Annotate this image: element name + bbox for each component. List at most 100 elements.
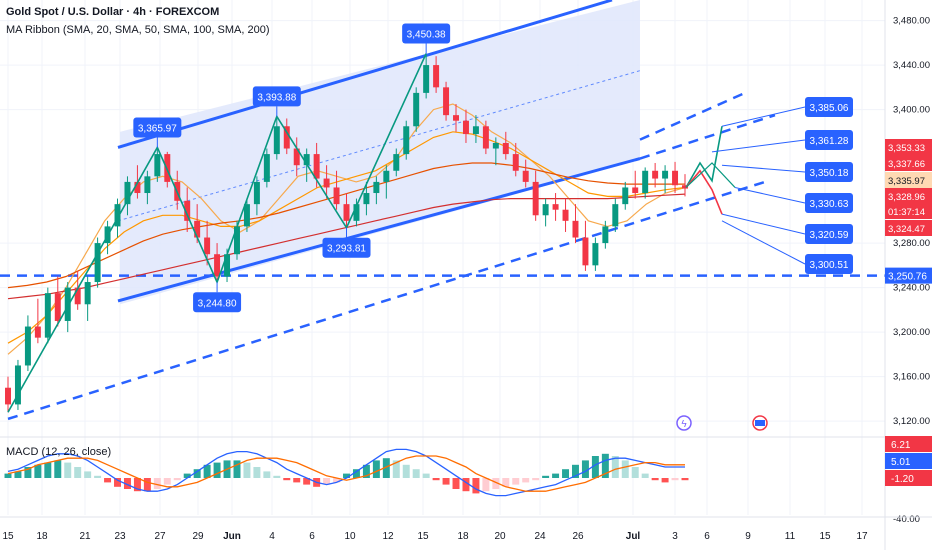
time-axis-tick: 23 xyxy=(114,531,126,542)
channel-upper-line xyxy=(117,0,613,149)
macd-histogram-bar xyxy=(601,453,609,478)
candle-body xyxy=(532,181,539,216)
price-badge xyxy=(885,220,932,236)
time-axis-tick: 18 xyxy=(457,531,469,542)
macd-histogram-bar xyxy=(422,473,430,478)
candle-body xyxy=(373,181,380,194)
candle-body xyxy=(24,326,31,366)
candle-body xyxy=(194,220,201,238)
macd-histogram-bar xyxy=(352,469,360,478)
time-axis-tick: 6 xyxy=(309,531,315,542)
macd-line xyxy=(7,448,685,497)
candle-body xyxy=(283,126,290,149)
zigzag-line xyxy=(7,53,427,413)
macd-histogram-bar xyxy=(641,473,649,478)
macd-histogram-bar xyxy=(343,473,350,478)
candle-body xyxy=(652,170,659,179)
time-axis-tick: 9 xyxy=(745,531,751,542)
target-label-box xyxy=(805,224,853,244)
channel-upper-extension xyxy=(639,91,746,141)
candle-body xyxy=(433,65,440,88)
target-connector xyxy=(721,213,806,235)
target-label-box xyxy=(805,130,853,150)
candle-body xyxy=(233,226,240,255)
candle-body xyxy=(323,178,330,188)
macd-histogram-bar xyxy=(412,469,420,478)
price-badge xyxy=(885,139,932,155)
price-badge-text: 3,328.96 xyxy=(888,192,925,203)
macd-histogram-bar xyxy=(133,478,141,492)
macd-axis-tick: -40.00 xyxy=(893,514,920,525)
candle-body xyxy=(184,200,191,221)
macd-histogram-bar xyxy=(442,478,450,485)
candle-body xyxy=(333,187,340,205)
projection-mid-path xyxy=(685,162,736,188)
candle-body xyxy=(54,293,61,321)
swing-label-text: 3,365.97 xyxy=(138,123,177,134)
ma-ribbon-label[interactable]: MA Ribbon (SMA, 20, SMA, 50, SMA, 100, S… xyxy=(6,24,270,36)
support-level-badge xyxy=(885,267,932,284)
candle-body xyxy=(303,154,310,166)
candle-body xyxy=(572,220,579,238)
candle-body xyxy=(682,185,688,189)
symbol-title: Gold Spot / U.S. Dollar · 4h · FOREXCOM xyxy=(6,6,220,18)
candle-body xyxy=(542,204,549,216)
macd-histogram-bar xyxy=(512,478,520,485)
support-level-badge-text: 3,250.76 xyxy=(888,272,927,283)
candle-body xyxy=(154,154,161,177)
macd-histogram-bar xyxy=(542,475,550,478)
time-axis-tick: 20 xyxy=(494,531,506,542)
time-axis-tick: 4 xyxy=(269,531,275,542)
macd-histogram-bar xyxy=(482,478,490,492)
candle-body xyxy=(423,65,430,93)
candle-body xyxy=(243,204,250,227)
macd-histogram-bar xyxy=(64,462,72,478)
candle-body xyxy=(632,187,639,194)
candle-body xyxy=(472,126,479,135)
ma-line-sma-50 xyxy=(7,131,686,344)
candles xyxy=(5,53,688,413)
macd-histogram-bar xyxy=(253,467,261,478)
price-axis-tick: 3,280.00 xyxy=(893,238,930,249)
macd-histogram-bar xyxy=(303,478,311,485)
macd-histogram-bar xyxy=(372,460,380,478)
time-axis-tick: 15 xyxy=(819,531,831,542)
time-axis-tick: Jul xyxy=(626,531,641,542)
swing-label-box xyxy=(193,292,242,313)
macd-histogram-bar xyxy=(452,478,460,489)
candle-body xyxy=(224,254,231,277)
macd-histogram-bar xyxy=(562,469,570,478)
swing-label-text: 3,393.88 xyxy=(257,92,296,103)
candle-body xyxy=(293,148,300,166)
candle-body xyxy=(413,92,420,127)
macd-histogram-bar xyxy=(532,478,540,481)
candle-body xyxy=(642,170,649,194)
macd-histogram-bar xyxy=(432,478,440,481)
price-badge-text: 3,353.33 xyxy=(888,143,925,154)
time-axis-tick: 15 xyxy=(2,531,14,542)
swing-label-box xyxy=(322,237,371,258)
macd-histogram-bar xyxy=(392,460,400,478)
price-axis-tick: 3,400.00 xyxy=(893,105,930,116)
time-axis-tick: 21 xyxy=(79,531,91,542)
candle-body xyxy=(94,243,101,283)
macd-histogram-bar xyxy=(273,475,281,478)
candle-body xyxy=(522,170,529,182)
candle-body xyxy=(124,181,131,205)
macd-histogram-bar xyxy=(163,478,171,485)
macd-histogram-bar xyxy=(462,478,470,492)
candle-body xyxy=(64,287,71,321)
macd-histogram-bar xyxy=(153,478,161,489)
candle-body xyxy=(562,209,569,221)
projection-bull-path xyxy=(685,126,723,188)
candle-body xyxy=(5,387,11,405)
candle-body xyxy=(592,243,599,266)
price-badge xyxy=(885,172,932,188)
macd-histogram-bar xyxy=(402,464,410,478)
time-axis-tick: 24 xyxy=(534,531,546,542)
macd-label[interactable]: MACD (12, 26, close) xyxy=(6,446,112,458)
price-badge xyxy=(885,155,932,171)
time-axis-tick: 15 xyxy=(417,531,429,542)
